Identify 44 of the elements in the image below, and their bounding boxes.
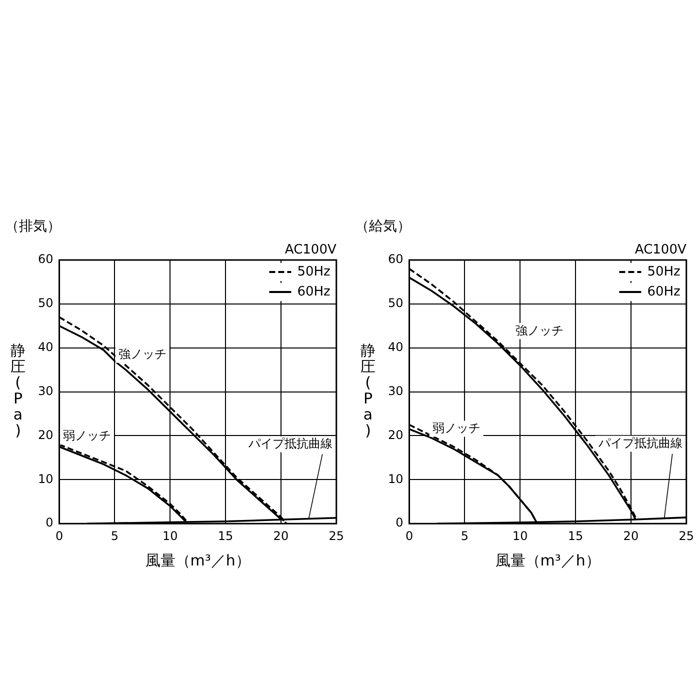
x-tick-label: 25 xyxy=(678,528,694,543)
x-tick-label: 20 xyxy=(623,528,639,543)
y-tick-label: 30 xyxy=(38,384,54,398)
y-tick-label: 50 xyxy=(388,296,404,310)
x-tick-label: 25 xyxy=(328,528,344,543)
legend-label: 50Hz xyxy=(647,264,681,280)
y-tick-label: 40 xyxy=(38,340,54,354)
x-axis-title: 風量（m³／h） xyxy=(495,551,600,570)
y-tick-label: 30 xyxy=(388,384,404,398)
legend-label: 60Hz xyxy=(647,284,681,300)
y-tick-label: 20 xyxy=(388,428,404,442)
annotation: 強ノッチ xyxy=(516,323,564,338)
x-tick-label: 5 xyxy=(110,528,119,543)
legend-label: 60Hz xyxy=(297,284,331,300)
x-tick-label: 0 xyxy=(55,528,64,543)
y-tick-label: 40 xyxy=(388,340,404,354)
x-axis-title: 風量（m³／h） xyxy=(145,551,250,570)
annotation: 弱ノッチ xyxy=(62,428,111,443)
legend-label: 50Hz xyxy=(297,264,331,280)
y-tick-label: 10 xyxy=(38,472,54,486)
y-tick-label: 10 xyxy=(388,472,404,486)
annotation: 強ノッチ xyxy=(118,347,166,362)
x-tick-label: 15 xyxy=(218,528,234,543)
y-tick-label: 50 xyxy=(38,296,54,310)
x-tick-label: 15 xyxy=(568,528,584,543)
y-axis-title: 静圧(Pa) xyxy=(10,342,26,440)
y-tick-label: 0 xyxy=(46,516,54,530)
annotation: 弱ノッチ xyxy=(432,420,480,435)
chart-title: （排気） xyxy=(5,218,61,235)
legend-title: AC100V xyxy=(634,242,686,258)
x-tick-label: 0 xyxy=(405,528,414,543)
y-tick-label: 60 xyxy=(38,252,54,266)
chart-title: （給気） xyxy=(355,218,411,235)
annotation: パイプ抵抗曲線 xyxy=(597,436,682,450)
legend-title: AC100V xyxy=(284,242,336,258)
y-tick-label: 0 xyxy=(396,516,404,530)
y-tick-label: 20 xyxy=(38,428,54,442)
x-tick-label: 10 xyxy=(162,528,178,543)
y-tick-label: 60 xyxy=(388,252,404,266)
y-axis-title: 静圧(Pa) xyxy=(360,342,376,440)
x-tick-label: 10 xyxy=(512,528,528,543)
x-tick-label: 5 xyxy=(460,528,469,543)
annotation: パイプ抵抗曲線 xyxy=(247,436,332,450)
x-tick-label: 20 xyxy=(273,528,289,543)
